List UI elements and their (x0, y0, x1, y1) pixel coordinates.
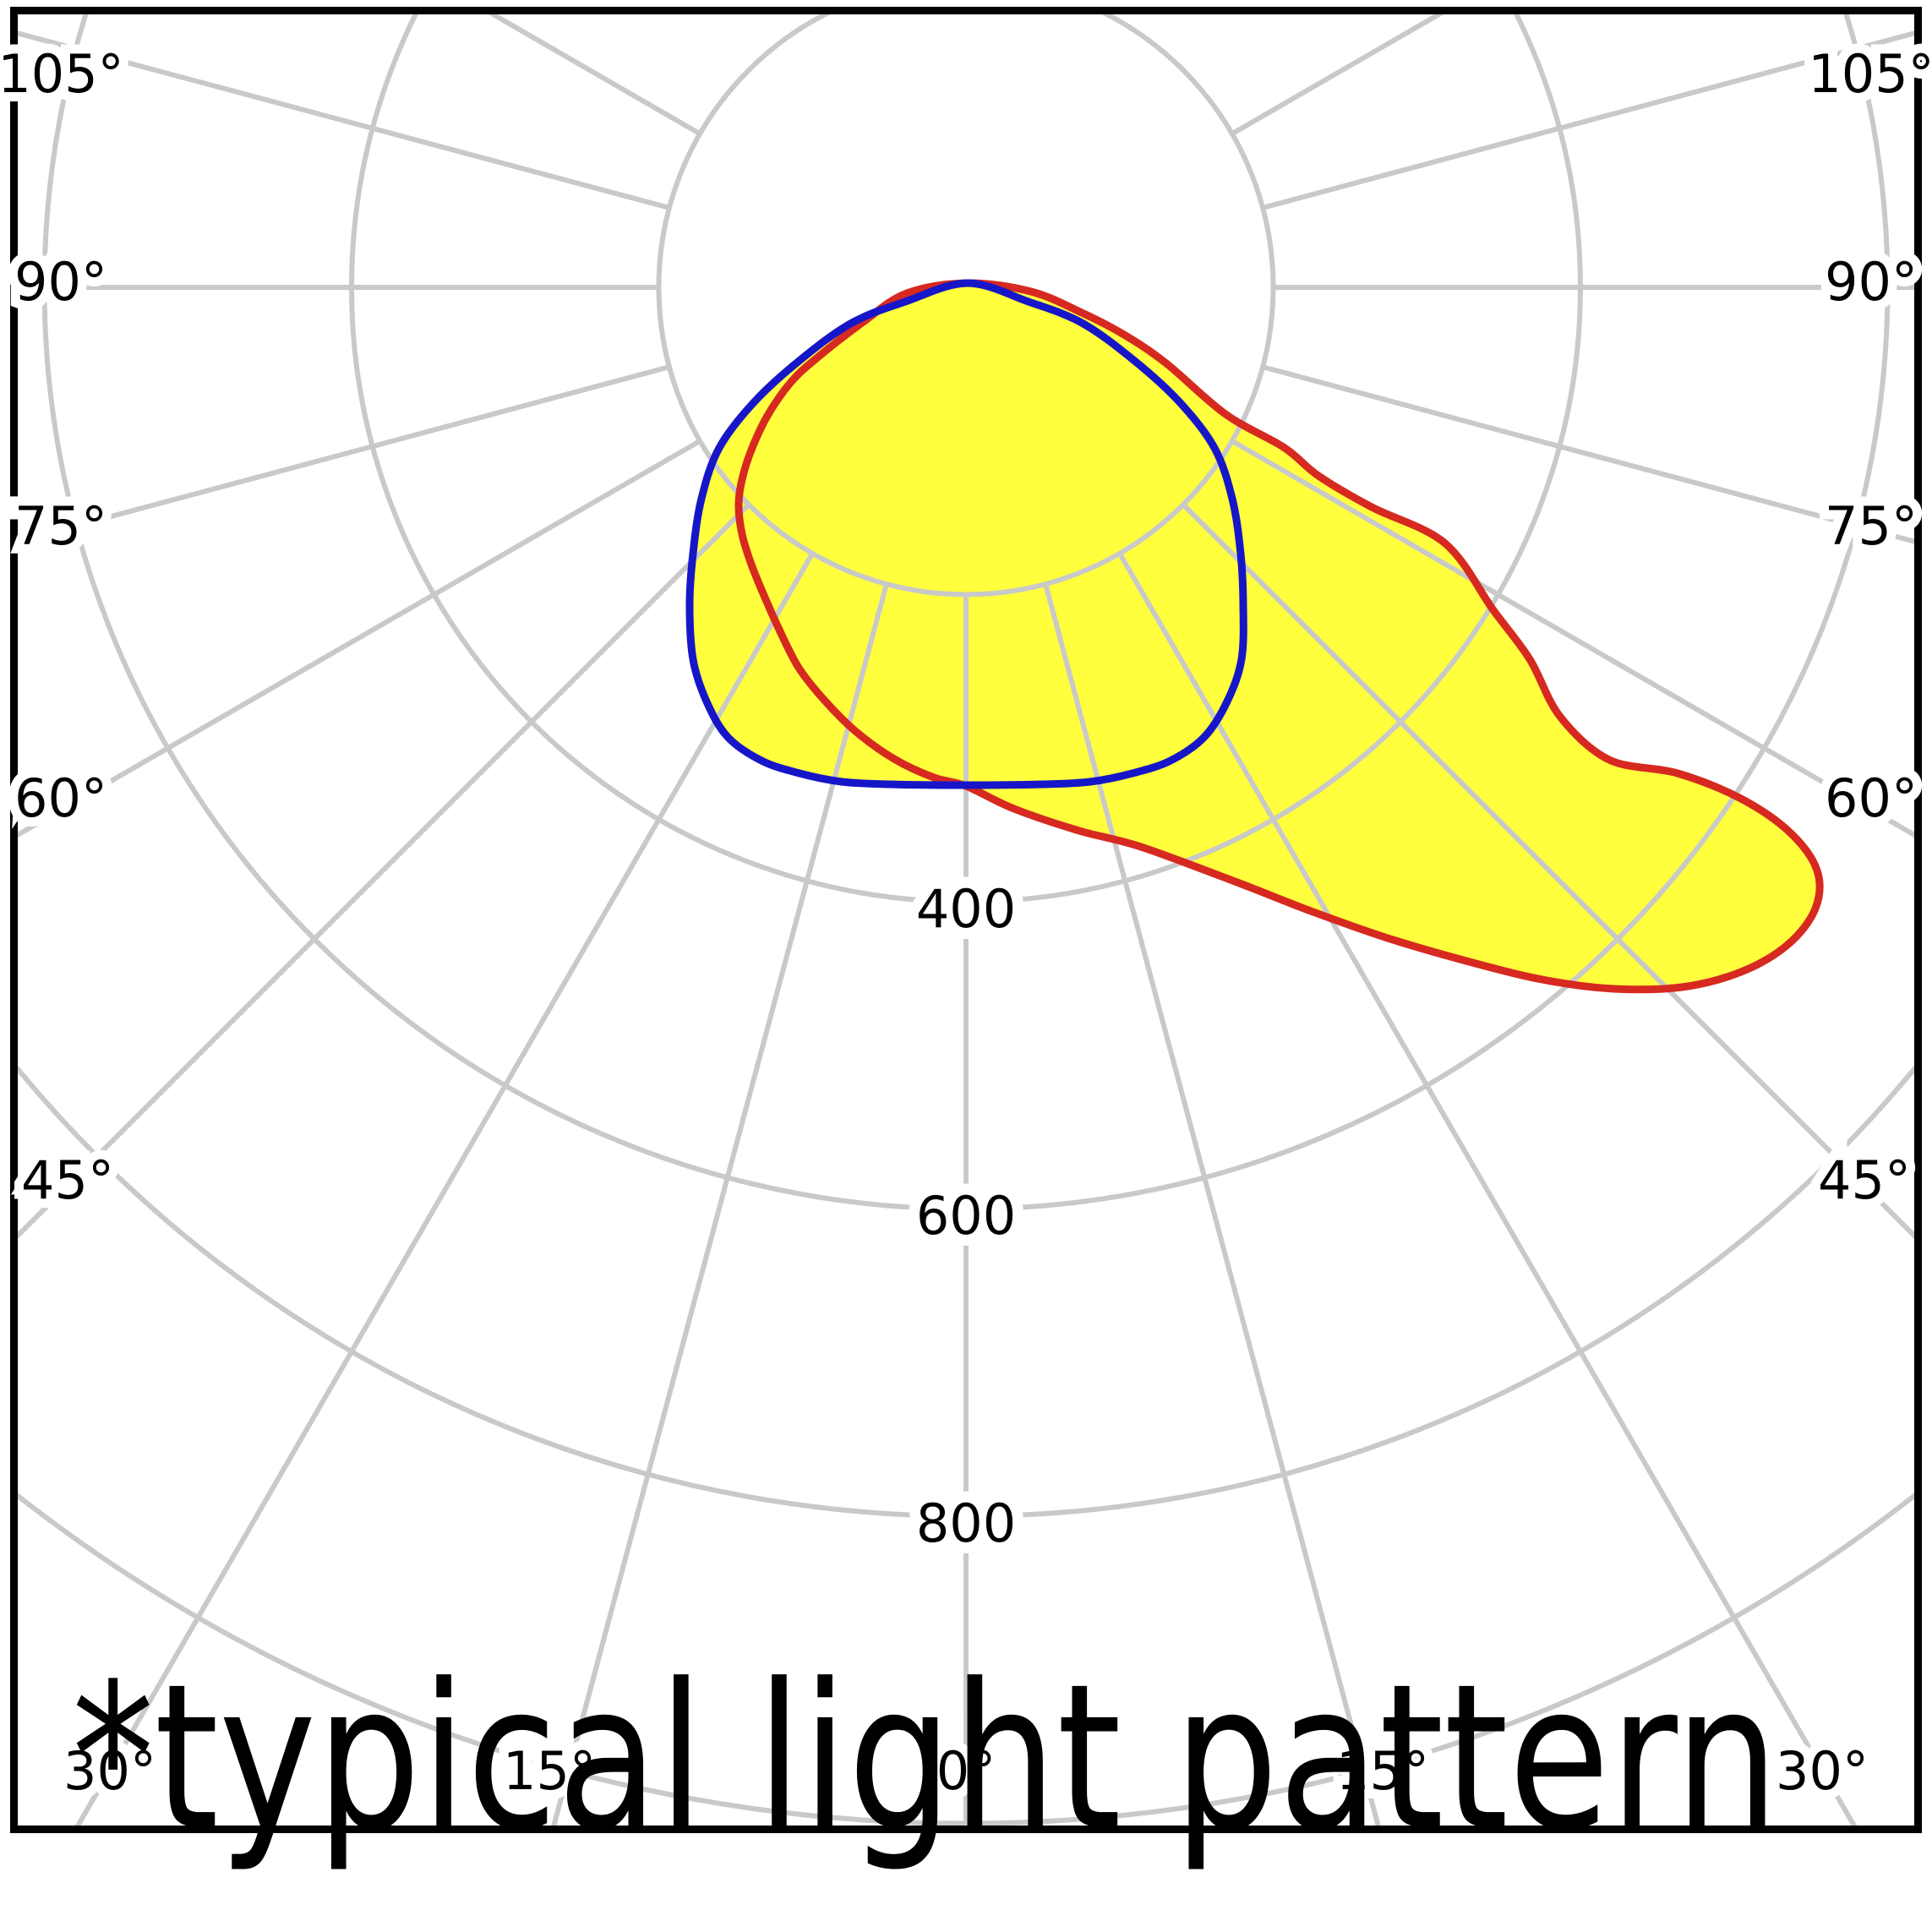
footnote-typical-light-pattern: *typical light pattern (72, 1641, 1779, 1875)
grid-ray--15 (551, 583, 889, 1826)
grid-ray-15 (1043, 583, 1381, 1826)
angle-label-75-left: 75° (14, 495, 107, 557)
angle-label-30-right: 30° (1776, 1740, 1869, 1802)
angle-label-15-left: 15° (503, 1740, 596, 1802)
ring-label-400: 400 (916, 878, 1016, 940)
angle-label-90-right: 90° (1825, 251, 1918, 313)
angle-labels-left: 105° 90° 75° 60° 45° (0, 34, 134, 1220)
red-curve-c0-c180 (734, 279, 1824, 994)
angle-label-90-left: 90° (14, 251, 107, 313)
ring-label-800: 800 (916, 1493, 1016, 1554)
grid-ray-45 (1181, 502, 1914, 1240)
grid-ray--75 (18, 364, 670, 544)
grid-ray--30 (74, 552, 815, 1826)
grid-ray--105 (18, 30, 670, 210)
light-pattern-fill (690, 282, 1820, 990)
angle-labels-bottom: 30° 15° 0° 15° 30° (54, 1731, 1878, 1811)
grid-ray--60 (18, 439, 701, 838)
grid-ray-75 (1262, 364, 1914, 544)
plot-frame (10, 7, 1922, 1833)
angle-label-105-right: 105° (1808, 43, 1932, 105)
grid-ray-60 (1231, 439, 1914, 838)
ring-label-600: 600 (916, 1185, 1016, 1247)
angle-label-60-left: 60° (14, 767, 107, 829)
angle-label-75-right: 75° (1825, 495, 1918, 557)
angle-labels-right: 105° 90° 75° 60° 45° (1798, 34, 1932, 1220)
grid-ray-30 (1117, 552, 1858, 1826)
angle-label-45-right: 45° (1818, 1149, 1911, 1211)
blue-curve-c90-c270 (685, 279, 1247, 789)
angle-label-105-left: 105° (0, 43, 124, 105)
yellow-fill-blue-lobe (690, 283, 1244, 785)
angle-label-30-left: 30° (63, 1740, 156, 1802)
photometric-curves (685, 279, 1824, 994)
angle-label-45-left: 45° (21, 1149, 114, 1211)
ring-value-labels: 400 600 800 (905, 867, 1027, 1565)
grid-ray--45 (18, 502, 751, 1240)
angle-label-15-right: 15° (1336, 1740, 1429, 1802)
angle-label-0: 0° (936, 1740, 996, 1802)
grid-ray-105 (1262, 30, 1914, 210)
angle-label-60-right: 60° (1825, 767, 1918, 829)
